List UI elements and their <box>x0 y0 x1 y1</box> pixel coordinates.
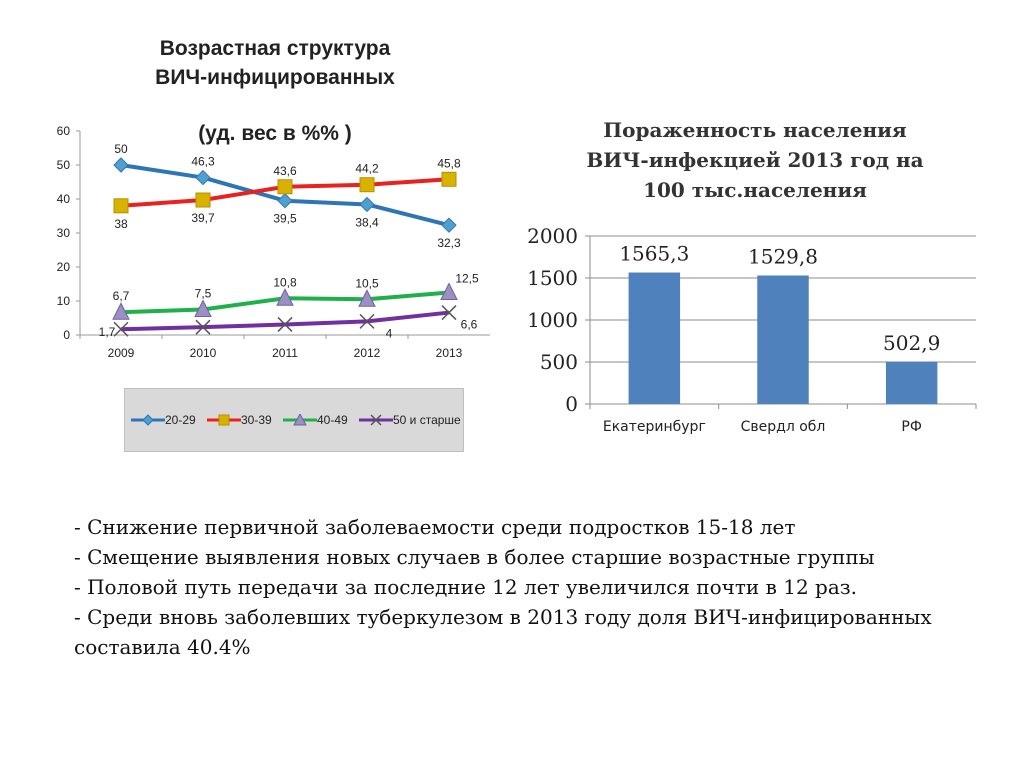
y-tick-label: 50 <box>57 158 71 172</box>
data-point <box>194 299 212 317</box>
bullet-item: - Смещение выявления новых случаев в бол… <box>74 545 875 569</box>
data-point <box>441 171 457 187</box>
bar-value-label: 1529,8 <box>748 244 818 268</box>
data-point <box>195 192 211 208</box>
data-point <box>277 192 293 209</box>
data-label: 6,7 <box>113 289 130 303</box>
y-tick-label: 30 <box>57 226 71 240</box>
bar-Екатеринбург <box>628 272 681 404</box>
data-point <box>277 316 293 332</box>
data-point <box>441 305 457 321</box>
series-line-50 и старше <box>120 310 450 332</box>
left-chart-title: Возрастная структура ВИЧ-инфицированных <box>110 34 440 92</box>
legend-marker-triangle <box>283 414 317 426</box>
legend-label: 40-49 <box>317 413 348 427</box>
data-label: 12,5 <box>455 272 479 286</box>
legend-item-50-plus: 50 и старше <box>359 413 461 427</box>
data-label: 45,8 <box>437 156 461 170</box>
data-point <box>440 282 458 300</box>
data-point <box>195 319 211 335</box>
data-point <box>113 157 129 173</box>
data-label: 10,5 <box>355 276 379 290</box>
right-chart-title-line2: ВИЧ-инфекцией 2013 год на <box>586 148 924 172</box>
bullet-item: - Среди вновь заболевших туберкулезом в … <box>74 605 932 659</box>
data-label: 44,2 <box>355 162 379 176</box>
y-tick-label: 40 <box>57 192 71 206</box>
data-label: 46,3 <box>191 155 215 169</box>
right-chart-title: Пораженность населения ВИЧ-инфекцией 201… <box>560 115 950 205</box>
x-tick-label: 2011 <box>272 346 298 360</box>
x-tick-label: РФ <box>901 419 922 435</box>
legend-item-40-49: 40-49 <box>283 413 348 427</box>
data-label: 1,7 <box>99 325 116 339</box>
data-label: 38 <box>114 217 128 231</box>
y-tick-label: 1500 <box>527 266 578 290</box>
bar-Свердл обл <box>757 275 809 404</box>
y-tick-label: 1000 <box>527 308 578 332</box>
y-tick-label: 60 <box>57 124 71 138</box>
data-label: 39,7 <box>191 211 215 225</box>
bar-value-label: 1565,3 <box>619 242 689 266</box>
data-label: 6,6 <box>461 318 478 332</box>
data-point <box>359 196 375 213</box>
data-label: 50 <box>114 142 128 156</box>
bullet-item: - Половой путь передачи за последние 12 … <box>74 575 858 599</box>
right-chart-title-line3: 100 тыс.населения <box>643 178 867 202</box>
left-chart-subtitle: (уд. вес в %% ) <box>198 122 352 145</box>
y-tick-label: 0 <box>565 392 578 416</box>
right-chart-title-line1: Пораженность населения <box>603 118 907 142</box>
data-point <box>113 321 129 337</box>
x-tick-label: 2009 <box>108 346 135 360</box>
data-point <box>195 169 211 186</box>
bar-РФ <box>885 361 938 404</box>
y-tick-label: 10 <box>57 294 71 308</box>
data-label: 10,8 <box>273 275 297 289</box>
data-point <box>277 179 293 195</box>
legend-label: 30-39 <box>241 413 272 427</box>
data-point <box>359 177 375 193</box>
legend-item-30-39: 30-39 <box>207 413 272 427</box>
x-tick-label: 2010 <box>190 346 217 360</box>
legend-marker-square <box>207 414 241 426</box>
y-tick-label: 20 <box>57 260 71 274</box>
data-point <box>113 198 129 214</box>
data-label: 7,5 <box>195 287 212 301</box>
data-point <box>276 288 294 306</box>
x-tick-label: Свердл обл <box>741 419 826 435</box>
data-point <box>441 217 457 233</box>
x-tick-label: 2013 <box>436 346 463 360</box>
data-point <box>359 313 375 329</box>
data-label: 38,4 <box>355 215 379 229</box>
data-label: 32,3 <box>437 236 461 250</box>
legend-item-20-29: 20-29 <box>131 413 196 427</box>
data-point <box>358 289 376 307</box>
data-point <box>112 302 130 320</box>
y-tick-label: 500 <box>540 350 578 374</box>
data-label: 43,6 <box>273 164 297 178</box>
legend-label: 20-29 <box>165 413 196 427</box>
data-label: 39,5 <box>273 212 297 226</box>
x-tick-label: Екатеринбург <box>603 419 706 435</box>
bullet-item: - Снижение первичной заболеваемости сред… <box>74 515 796 539</box>
line-chart-legend: 20-29 30-39 40-49 50 и старше <box>124 388 464 452</box>
data-label: 4 <box>386 326 393 340</box>
bullet-list: - Снижение первичной заболеваемости сред… <box>74 512 954 662</box>
left-chart-title-line1: Возрастная структура <box>159 37 391 60</box>
left-chart-title-line2: ВИЧ-инфицированных <box>155 66 395 89</box>
y-tick-label: 0 <box>63 328 70 342</box>
legend-marker-x <box>359 414 393 426</box>
legend-label: 50 и старше <box>393 413 461 427</box>
bar-value-label: 502,9 <box>883 331 940 355</box>
x-tick-label: 2012 <box>354 346 381 360</box>
y-tick-label: 2000 <box>527 224 578 248</box>
legend-marker-diamond <box>131 414 165 426</box>
